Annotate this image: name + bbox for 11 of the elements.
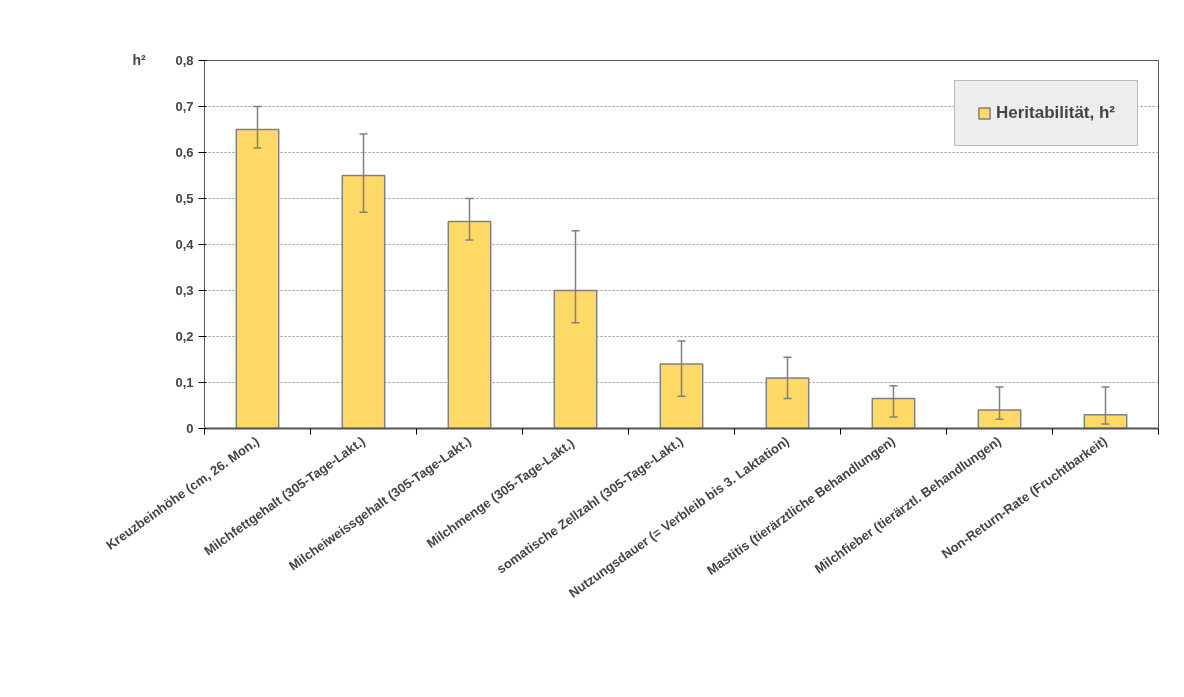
- y-tick-label: 0: [186, 421, 194, 436]
- y-tick-label: 0,6: [175, 145, 194, 160]
- y-tick-label: 0,5: [175, 191, 194, 206]
- y-tick-label: 0,3: [175, 283, 194, 298]
- y-axis-title: h²: [132, 51, 147, 68]
- y-tick-label: 0,2: [175, 329, 194, 344]
- y-tick-label: 0,8: [175, 53, 194, 68]
- legend-label: Heritabilität, h²: [995, 103, 1115, 123]
- y-tick-label: 0,7: [175, 99, 194, 114]
- y-tick-label: 0,4: [175, 237, 195, 252]
- y-tick-label: 0,1: [175, 375, 194, 390]
